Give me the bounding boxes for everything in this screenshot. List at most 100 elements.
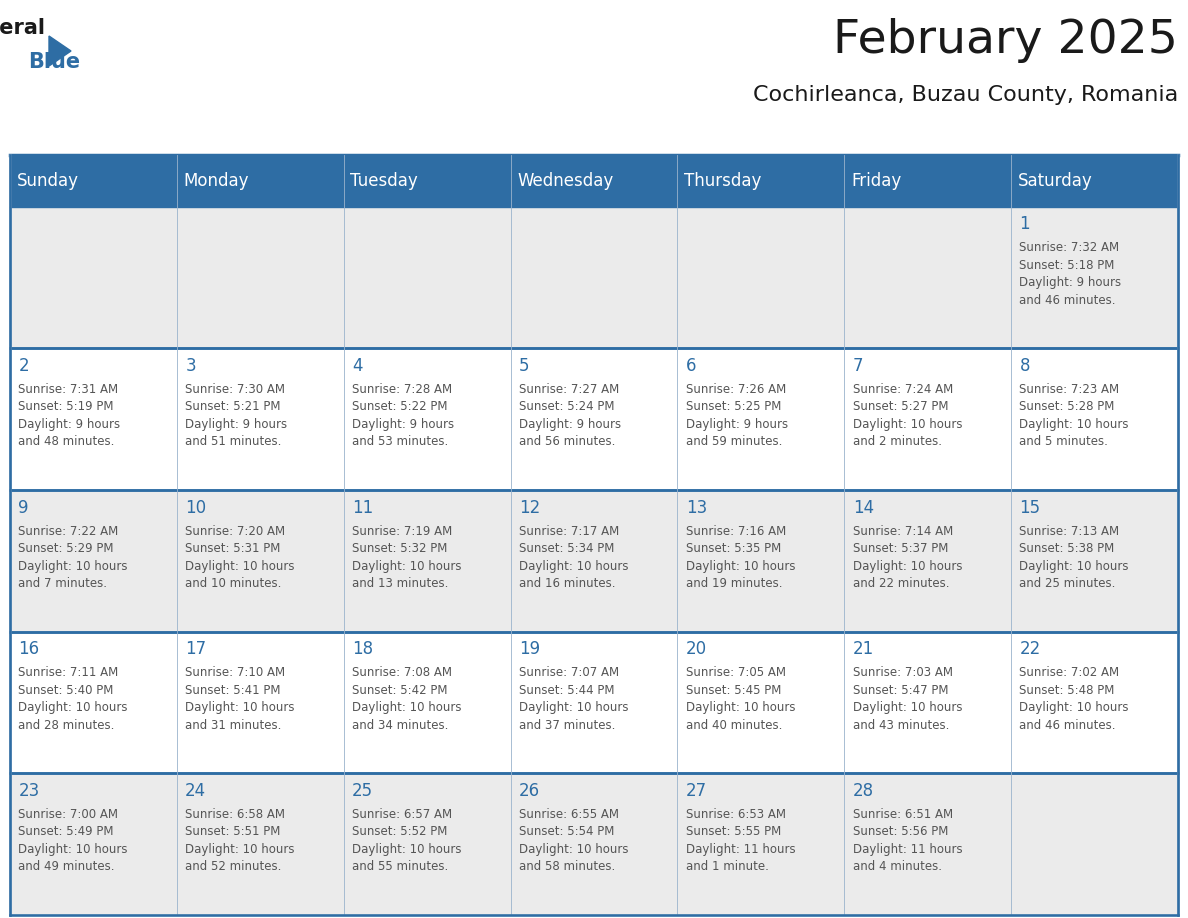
Text: 19: 19 bbox=[519, 640, 541, 658]
Bar bbox=[10, 773, 177, 915]
Text: Sunrise: 6:58 AM
Sunset: 5:51 PM
Daylight: 10 hours
and 52 minutes.: Sunrise: 6:58 AM Sunset: 5:51 PM Dayligh… bbox=[185, 808, 295, 873]
Bar bbox=[1011, 490, 1178, 632]
Bar bbox=[343, 490, 511, 632]
Bar bbox=[1011, 348, 1178, 490]
Text: 6: 6 bbox=[685, 357, 696, 375]
Text: 25: 25 bbox=[352, 782, 373, 800]
Text: Sunrise: 6:55 AM
Sunset: 5:54 PM
Daylight: 10 hours
and 58 minutes.: Sunrise: 6:55 AM Sunset: 5:54 PM Dayligh… bbox=[519, 808, 628, 873]
Text: 10: 10 bbox=[185, 498, 207, 517]
Bar bbox=[10, 155, 177, 207]
Text: Saturday: Saturday bbox=[1018, 172, 1093, 190]
Bar bbox=[177, 155, 343, 207]
Text: Sunrise: 7:30 AM
Sunset: 5:21 PM
Daylight: 9 hours
and 51 minutes.: Sunrise: 7:30 AM Sunset: 5:21 PM Dayligh… bbox=[185, 383, 287, 448]
Bar bbox=[1011, 632, 1178, 773]
Text: Sunrise: 7:07 AM
Sunset: 5:44 PM
Daylight: 10 hours
and 37 minutes.: Sunrise: 7:07 AM Sunset: 5:44 PM Dayligh… bbox=[519, 666, 628, 732]
Text: 16: 16 bbox=[18, 640, 39, 658]
Bar bbox=[1011, 207, 1178, 348]
Bar bbox=[343, 632, 511, 773]
Text: Sunrise: 7:00 AM
Sunset: 5:49 PM
Daylight: 10 hours
and 49 minutes.: Sunrise: 7:00 AM Sunset: 5:49 PM Dayligh… bbox=[18, 808, 128, 873]
Text: Sunrise: 7:28 AM
Sunset: 5:22 PM
Daylight: 9 hours
and 53 minutes.: Sunrise: 7:28 AM Sunset: 5:22 PM Dayligh… bbox=[352, 383, 454, 448]
Bar bbox=[677, 773, 845, 915]
Bar bbox=[1011, 155, 1178, 207]
Text: Sunrise: 6:53 AM
Sunset: 5:55 PM
Daylight: 11 hours
and 1 minute.: Sunrise: 6:53 AM Sunset: 5:55 PM Dayligh… bbox=[685, 808, 796, 873]
Text: 2: 2 bbox=[18, 357, 29, 375]
Text: Sunrise: 6:57 AM
Sunset: 5:52 PM
Daylight: 10 hours
and 55 minutes.: Sunrise: 6:57 AM Sunset: 5:52 PM Dayligh… bbox=[352, 808, 462, 873]
Text: 3: 3 bbox=[185, 357, 196, 375]
Text: Tuesday: Tuesday bbox=[350, 172, 418, 190]
Text: Sunrise: 7:16 AM
Sunset: 5:35 PM
Daylight: 10 hours
and 19 minutes.: Sunrise: 7:16 AM Sunset: 5:35 PM Dayligh… bbox=[685, 524, 795, 590]
Text: 1: 1 bbox=[1019, 215, 1030, 233]
Text: Cochirleanca, Buzau County, Romania: Cochirleanca, Buzau County, Romania bbox=[753, 85, 1178, 105]
Text: Sunrise: 7:10 AM
Sunset: 5:41 PM
Daylight: 10 hours
and 31 minutes.: Sunrise: 7:10 AM Sunset: 5:41 PM Dayligh… bbox=[185, 666, 295, 732]
Bar bbox=[511, 207, 677, 348]
Bar bbox=[343, 207, 511, 348]
Bar bbox=[10, 632, 177, 773]
Text: Sunrise: 7:26 AM
Sunset: 5:25 PM
Daylight: 9 hours
and 59 minutes.: Sunrise: 7:26 AM Sunset: 5:25 PM Dayligh… bbox=[685, 383, 788, 448]
Text: Sunrise: 7:14 AM
Sunset: 5:37 PM
Daylight: 10 hours
and 22 minutes.: Sunrise: 7:14 AM Sunset: 5:37 PM Dayligh… bbox=[853, 524, 962, 590]
Bar bbox=[10, 207, 177, 348]
Text: 8: 8 bbox=[1019, 357, 1030, 375]
Bar bbox=[677, 632, 845, 773]
Bar bbox=[10, 490, 177, 632]
Bar bbox=[177, 207, 343, 348]
Bar bbox=[177, 490, 343, 632]
Bar bbox=[511, 632, 677, 773]
Text: Thursday: Thursday bbox=[684, 172, 762, 190]
Text: Sunrise: 7:19 AM
Sunset: 5:32 PM
Daylight: 10 hours
and 13 minutes.: Sunrise: 7:19 AM Sunset: 5:32 PM Dayligh… bbox=[352, 524, 462, 590]
Bar bbox=[511, 773, 677, 915]
Bar bbox=[343, 348, 511, 490]
Bar bbox=[511, 155, 677, 207]
Text: 17: 17 bbox=[185, 640, 207, 658]
Bar bbox=[845, 773, 1011, 915]
Text: 15: 15 bbox=[1019, 498, 1041, 517]
Bar bbox=[845, 632, 1011, 773]
Bar bbox=[177, 348, 343, 490]
Text: 11: 11 bbox=[352, 498, 373, 517]
Text: General: General bbox=[0, 18, 45, 38]
Text: Sunrise: 7:13 AM
Sunset: 5:38 PM
Daylight: 10 hours
and 25 minutes.: Sunrise: 7:13 AM Sunset: 5:38 PM Dayligh… bbox=[1019, 524, 1129, 590]
Text: Sunrise: 6:51 AM
Sunset: 5:56 PM
Daylight: 11 hours
and 4 minutes.: Sunrise: 6:51 AM Sunset: 5:56 PM Dayligh… bbox=[853, 808, 962, 873]
Bar bbox=[845, 155, 1011, 207]
Bar bbox=[343, 773, 511, 915]
Text: Sunrise: 7:11 AM
Sunset: 5:40 PM
Daylight: 10 hours
and 28 minutes.: Sunrise: 7:11 AM Sunset: 5:40 PM Dayligh… bbox=[18, 666, 128, 732]
Text: Sunrise: 7:05 AM
Sunset: 5:45 PM
Daylight: 10 hours
and 40 minutes.: Sunrise: 7:05 AM Sunset: 5:45 PM Dayligh… bbox=[685, 666, 795, 732]
Text: 21: 21 bbox=[853, 640, 874, 658]
Text: Sunday: Sunday bbox=[17, 172, 78, 190]
Text: 18: 18 bbox=[352, 640, 373, 658]
Text: Sunrise: 7:08 AM
Sunset: 5:42 PM
Daylight: 10 hours
and 34 minutes.: Sunrise: 7:08 AM Sunset: 5:42 PM Dayligh… bbox=[352, 666, 462, 732]
Text: 24: 24 bbox=[185, 782, 207, 800]
Text: Sunrise: 7:27 AM
Sunset: 5:24 PM
Daylight: 9 hours
and 56 minutes.: Sunrise: 7:27 AM Sunset: 5:24 PM Dayligh… bbox=[519, 383, 621, 448]
Text: 26: 26 bbox=[519, 782, 541, 800]
Text: Sunrise: 7:31 AM
Sunset: 5:19 PM
Daylight: 9 hours
and 48 minutes.: Sunrise: 7:31 AM Sunset: 5:19 PM Dayligh… bbox=[18, 383, 120, 448]
Bar bbox=[343, 155, 511, 207]
Bar bbox=[511, 348, 677, 490]
Text: 28: 28 bbox=[853, 782, 873, 800]
Text: Friday: Friday bbox=[851, 172, 902, 190]
Text: Sunrise: 7:32 AM
Sunset: 5:18 PM
Daylight: 9 hours
and 46 minutes.: Sunrise: 7:32 AM Sunset: 5:18 PM Dayligh… bbox=[1019, 241, 1121, 307]
Bar bbox=[511, 490, 677, 632]
Text: Monday: Monday bbox=[183, 172, 249, 190]
Text: 12: 12 bbox=[519, 498, 541, 517]
Text: Wednesday: Wednesday bbox=[517, 172, 613, 190]
Bar bbox=[845, 490, 1011, 632]
Text: 9: 9 bbox=[18, 498, 29, 517]
Bar bbox=[177, 773, 343, 915]
Bar bbox=[677, 490, 845, 632]
Text: Sunrise: 7:02 AM
Sunset: 5:48 PM
Daylight: 10 hours
and 46 minutes.: Sunrise: 7:02 AM Sunset: 5:48 PM Dayligh… bbox=[1019, 666, 1129, 732]
Text: 5: 5 bbox=[519, 357, 530, 375]
Text: Sunrise: 7:23 AM
Sunset: 5:28 PM
Daylight: 10 hours
and 5 minutes.: Sunrise: 7:23 AM Sunset: 5:28 PM Dayligh… bbox=[1019, 383, 1129, 448]
Text: Blue: Blue bbox=[27, 52, 80, 72]
Text: 22: 22 bbox=[1019, 640, 1041, 658]
Text: 14: 14 bbox=[853, 498, 873, 517]
Text: Sunrise: 7:22 AM
Sunset: 5:29 PM
Daylight: 10 hours
and 7 minutes.: Sunrise: 7:22 AM Sunset: 5:29 PM Dayligh… bbox=[18, 524, 128, 590]
Text: 7: 7 bbox=[853, 357, 864, 375]
Text: 13: 13 bbox=[685, 498, 707, 517]
Bar bbox=[177, 632, 343, 773]
Bar bbox=[845, 348, 1011, 490]
Text: 20: 20 bbox=[685, 640, 707, 658]
Bar bbox=[845, 207, 1011, 348]
Text: 23: 23 bbox=[18, 782, 39, 800]
Bar bbox=[677, 155, 845, 207]
Text: Sunrise: 7:24 AM
Sunset: 5:27 PM
Daylight: 10 hours
and 2 minutes.: Sunrise: 7:24 AM Sunset: 5:27 PM Dayligh… bbox=[853, 383, 962, 448]
Text: 27: 27 bbox=[685, 782, 707, 800]
